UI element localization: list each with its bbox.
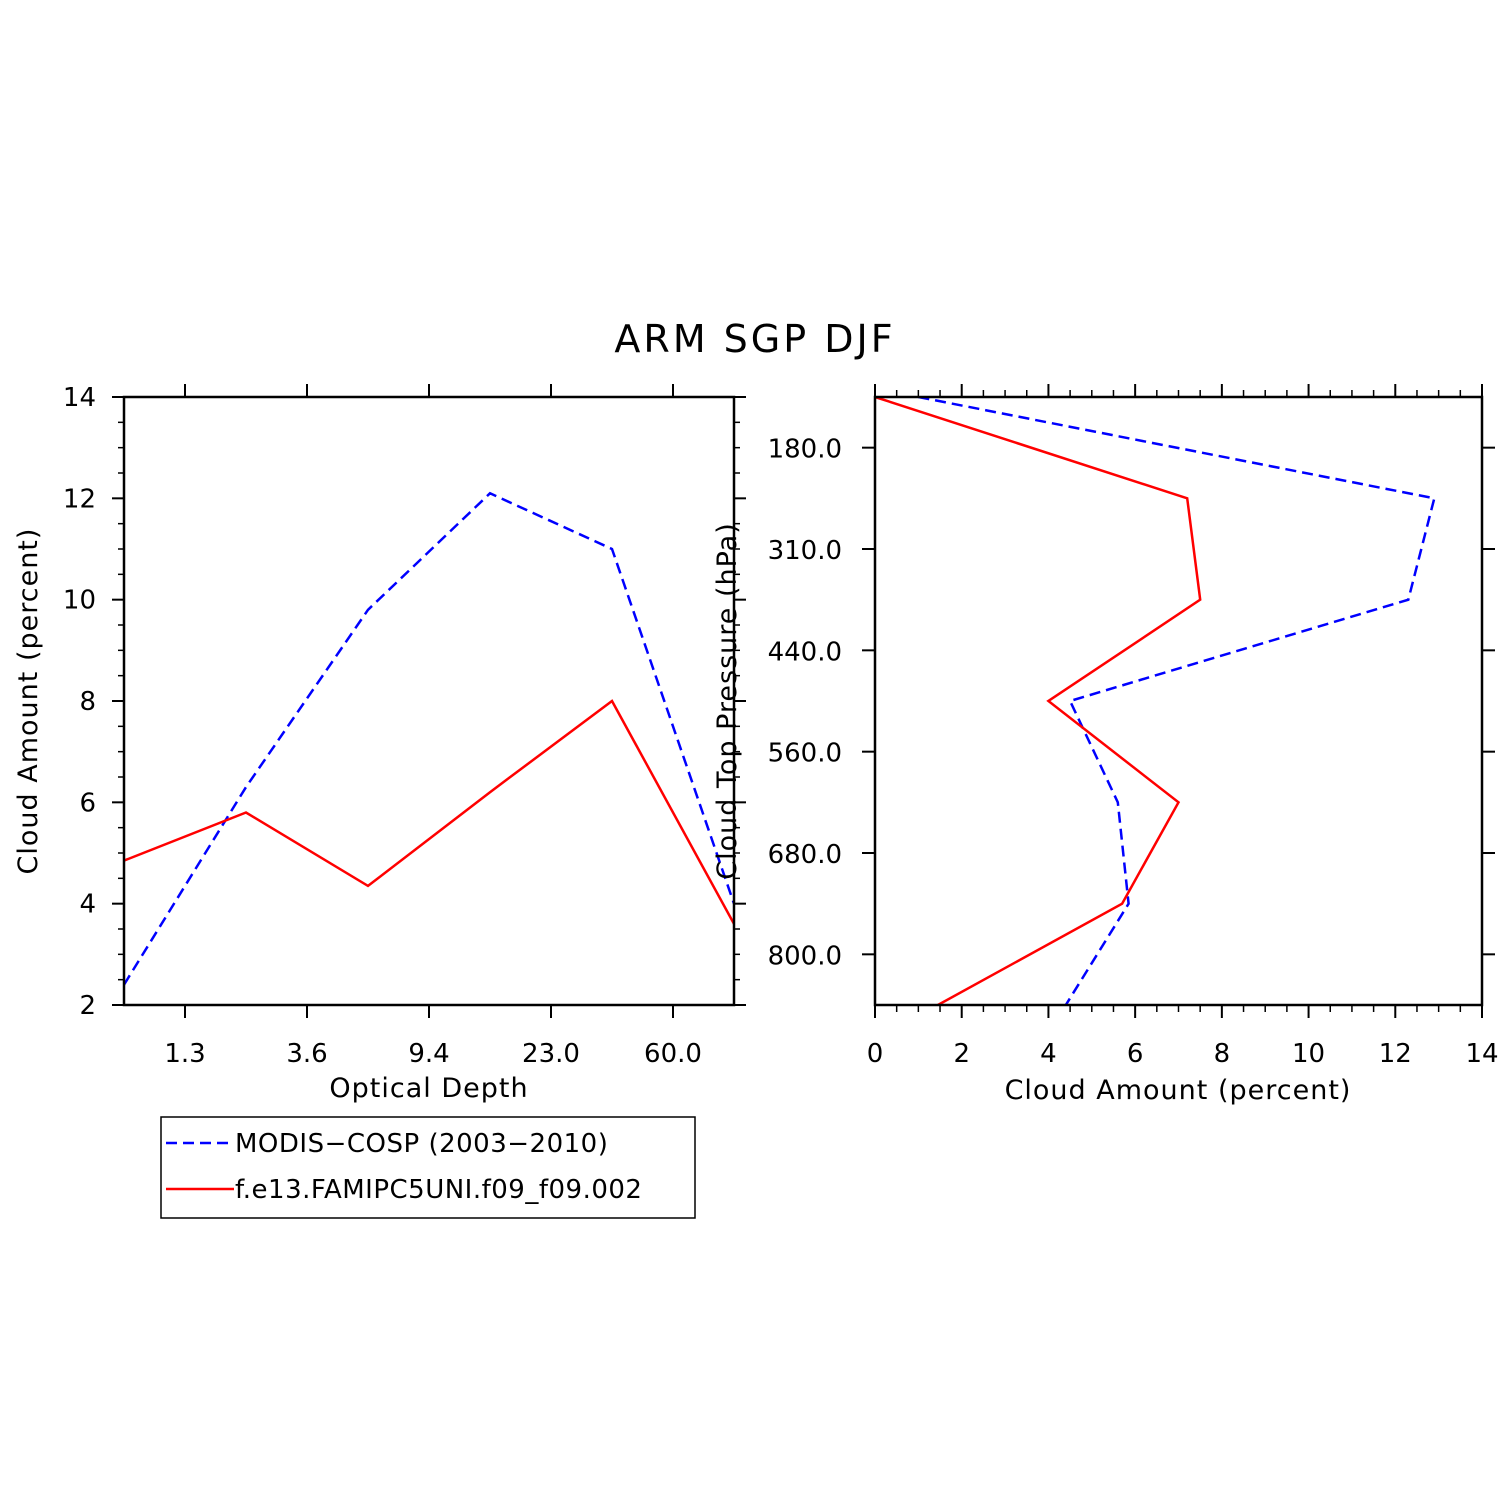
right-y-tick-label: 440.0: [768, 637, 842, 667]
right-panel-pressure: 0 2 4 6 8 10 12 14 180.0 310.0 440.0 560.0 680.0 800.…: [712, 384, 1499, 1106]
left-plot-frame: [122, 395, 736, 1007]
legend-box: [160, 1116, 696, 1219]
left-x-tick-label: 60.0: [644, 1039, 702, 1069]
right-plot-frame: [873, 395, 1484, 1007]
left-y-tick-label: 12: [63, 484, 96, 514]
left-x-tick-label: 9.4: [408, 1039, 449, 1069]
right-x-tick-label: 10: [1292, 1039, 1325, 1069]
figure-title: ARM SGP DJF: [614, 317, 895, 361]
left-x-axis-label: Optical Depth: [329, 1073, 528, 1104]
right-y-tick-label: 560.0: [768, 739, 842, 769]
right-x-tick-label: 4: [1040, 1039, 1057, 1069]
right-y-tick-label: 680.0: [768, 840, 842, 870]
right-x-tick-label: 8: [1214, 1039, 1231, 1069]
right-y-axis-label: Cloud Top Pressure (hPa): [712, 522, 743, 880]
left-panel-optical-depth: 2 4 6 8 10 12 14 1.3 3.6 9.4 23.0 60.0 Optical Dept…: [13, 383, 746, 1104]
left-x-tick-label: 1.3: [164, 1039, 205, 1069]
right-series-layer: [875, 397, 1436, 1005]
left-y-tick-label: 8: [79, 687, 96, 717]
left-series-model-line: [124, 699, 734, 925]
left-y-tick-label: 14: [63, 383, 96, 413]
right-y-tick-label: 310.0: [768, 536, 842, 566]
legend-label-model: f.e13.FAMIPC5UNI.f09_f09.002: [235, 1175, 642, 1205]
right-x-axis-label: Cloud Amount (percent): [1005, 1075, 1352, 1106]
legend-label-modis: MODIS−COSP (2003−2010): [235, 1129, 608, 1159]
right-y-tick-label: 800.0: [768, 941, 842, 971]
left-y-tick-label: 10: [63, 586, 96, 616]
legend: MODIS−COSP (2003−2010) f.e13.FAMIPC5UNI.…: [160, 1116, 696, 1219]
left-y-tick-label: 2: [79, 991, 96, 1021]
right-series-modis-line: [918, 397, 1436, 1005]
left-series-modis-line: [124, 491, 734, 986]
right-series-model-line: [875, 397, 1202, 1005]
right-x-tick-label: 2: [953, 1039, 970, 1069]
right-x-tick-label: 14: [1465, 1039, 1498, 1069]
left-axis-ticks: 2 4 6 8 10 12 14 1.3 3.6 9.4 23.0 60.0: [63, 383, 746, 1069]
left-series-layer: [124, 491, 734, 986]
left-y-tick-label: 6: [79, 788, 96, 818]
right-x-tick-label: 12: [1379, 1039, 1412, 1069]
right-x-tick-label: 6: [1127, 1039, 1144, 1069]
left-x-tick-label: 23.0: [522, 1039, 580, 1069]
left-y-tick-label: 4: [79, 890, 96, 920]
left-y-axis-label: Cloud Amount (percent): [13, 528, 44, 875]
right-axis-ticks: 0 2 4 6 8 10 12 14 180.0 310.0 440.0 560.0 680.0 800.…: [768, 384, 1499, 1069]
right-x-tick-label: 0: [867, 1039, 884, 1069]
right-y-tick-label: 180.0: [768, 435, 842, 465]
left-x-tick-label: 3.6: [286, 1039, 327, 1069]
